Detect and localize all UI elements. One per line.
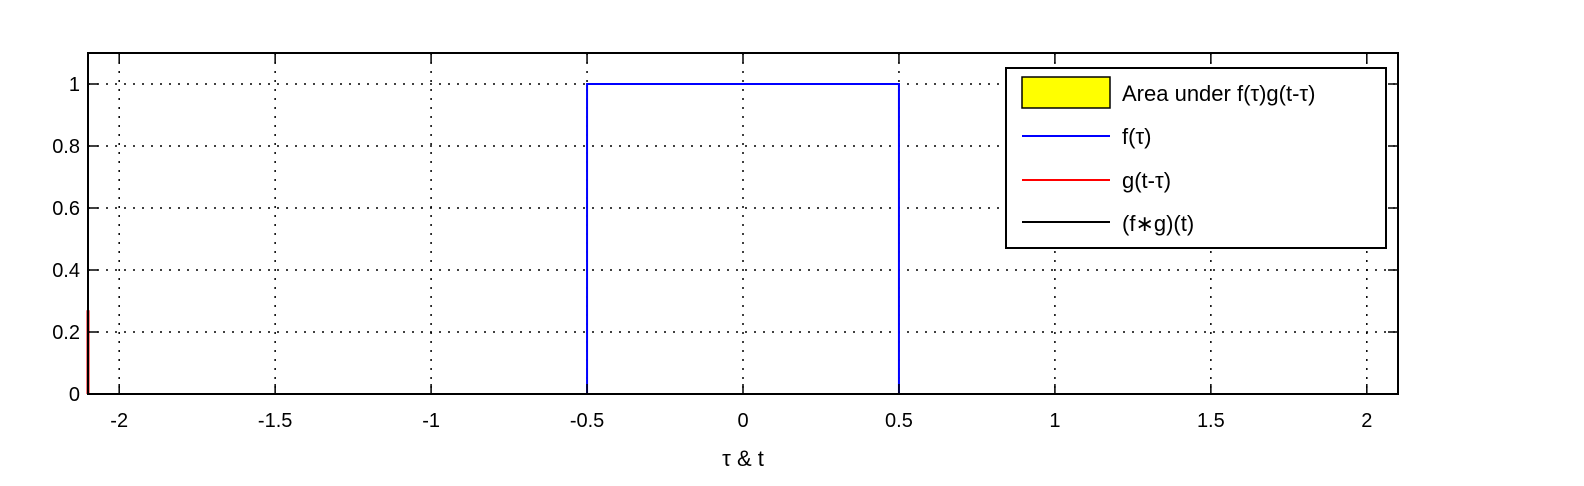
x-tick-label: 1.5 <box>1197 410 1225 432</box>
legend: Area under f(τ)g(t-τ) f(τ) g(t-τ) (f∗g)(… <box>1005 67 1387 249</box>
x-tick-label: -1.5 <box>258 410 292 432</box>
legend-label-g: g(t-τ) <box>1122 168 1171 193</box>
x-tick-label: -0.5 <box>570 410 604 432</box>
legend-swatch-area <box>1021 76 1111 109</box>
ticks: -2 -1.5 -1 -0.5 0 0.5 1 1.5 2 0 0.2 0.4 0.6 0.8 1 <box>52 53 1398 432</box>
y-tick-label: 0.4 <box>52 260 80 282</box>
x-tick-label: -2 <box>110 410 128 432</box>
x-tick-label: 2 <box>1361 410 1372 432</box>
x-tick-label: 0 <box>737 410 748 432</box>
y-tick-label: 0.2 <box>52 322 80 344</box>
legend-label-conv: (f∗g)(t) <box>1122 211 1194 236</box>
legend-label-f: f(τ) <box>1122 124 1151 149</box>
x-tick-label: 1 <box>1049 410 1060 432</box>
y-tick-label: 1 <box>69 74 80 96</box>
x-tick-label: 0.5 <box>885 410 913 432</box>
x-axis-label: τ & t <box>722 446 764 471</box>
legend-label-area: Area under f(τ)g(t-τ) <box>1122 81 1315 106</box>
y-tick-label: 0.8 <box>52 136 80 158</box>
y-tick-label: 0 <box>69 384 80 406</box>
y-tick-label: 0.6 <box>52 198 80 220</box>
x-tick-label: -1 <box>422 410 440 432</box>
